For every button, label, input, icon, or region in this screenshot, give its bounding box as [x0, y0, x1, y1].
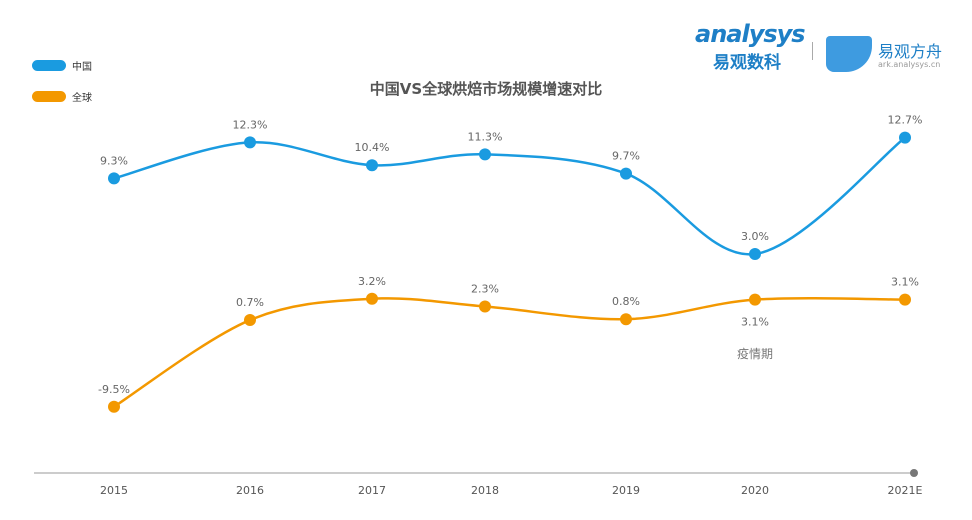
x-tick-label: 2019: [612, 484, 640, 497]
data-point: [899, 131, 911, 144]
analysys-logo: analysys 易观数科: [695, 20, 806, 73]
legend-label-china: 中国: [72, 62, 92, 73]
data-label: 9.3%: [100, 154, 128, 167]
data-label: 0.7%: [236, 296, 264, 309]
data-label: 2.3%: [471, 282, 499, 295]
x-axis-end-dot: [910, 469, 918, 477]
x-tick-label: 2020: [741, 484, 769, 497]
data-label: 12.7%: [888, 114, 923, 127]
data-label: 11.3%: [468, 130, 503, 143]
data-label: 3.1%: [741, 316, 769, 329]
data-point: [620, 313, 632, 326]
x-tick-label: 2016: [236, 484, 264, 497]
data-label: 3.2%: [358, 275, 386, 288]
data-point: [899, 293, 911, 306]
legend-item-china: 中国: [32, 58, 92, 73]
data-point: [366, 159, 378, 172]
data-point: [108, 400, 120, 413]
x-tick-label: 2021E: [888, 484, 923, 497]
data-point: [479, 148, 491, 161]
data-label: 10.4%: [355, 141, 390, 154]
legend-swatch-china: [32, 60, 66, 71]
data-point: [366, 292, 378, 305]
data-point: [108, 172, 120, 185]
legend-swatch-global: [32, 91, 66, 102]
series-line-1: [113, 296, 906, 408]
x-tick-label: 2018: [471, 484, 499, 497]
data-point: [749, 248, 761, 260]
data-point: [244, 314, 256, 327]
data-point: [479, 300, 491, 313]
chart-title: 中国VS全球烘焙市场规模增速对比: [369, 80, 603, 98]
data-point: [244, 136, 256, 149]
data-label: 12.3%: [233, 118, 268, 131]
logo-divider: [812, 42, 813, 60]
x-tick-label: 2017: [358, 484, 386, 497]
x-tick-label: 2015: [100, 484, 128, 497]
data-label: 3.0%: [741, 230, 769, 243]
data-label: 0.8%: [612, 295, 640, 308]
legend-item-global: 全球: [32, 89, 92, 104]
data-point: [749, 293, 761, 306]
annotation-label: 疫情期: [737, 346, 773, 361]
data-label: -9.5%: [98, 383, 130, 396]
data-label: 3.1%: [891, 276, 919, 289]
data-label: 9.7%: [612, 150, 640, 163]
legend-label-global: 全球: [72, 93, 92, 104]
data-point: [620, 167, 632, 180]
series-line-0: [113, 136, 906, 256]
